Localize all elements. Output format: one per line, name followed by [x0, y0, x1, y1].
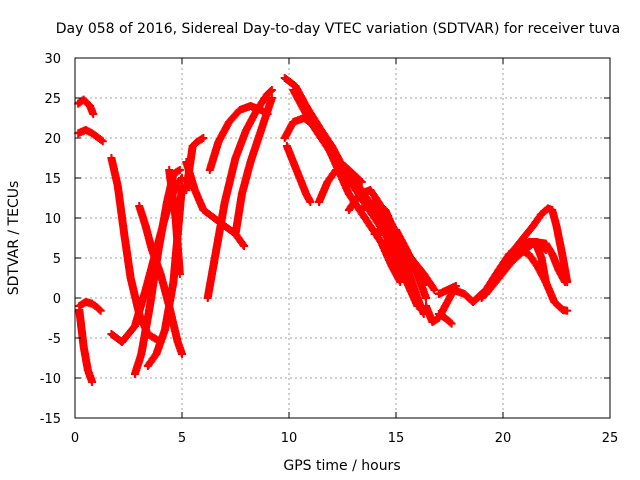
series-arc04 — [75, 306, 97, 386]
y-tick-label: -10 — [40, 372, 61, 387]
data-point-markers — [315, 162, 366, 206]
y-tick-label: 25 — [44, 92, 61, 107]
series-arc32 — [509, 238, 550, 286]
series-arc15 — [231, 94, 276, 238]
y-tick-label: 20 — [44, 132, 61, 147]
data-point-markers — [374, 222, 439, 294]
y-tick-label: 5 — [53, 252, 61, 267]
series-arc14 — [205, 102, 272, 174]
x-tick-label: 15 — [388, 431, 405, 446]
y-tick-label: 10 — [44, 212, 61, 227]
x-tick-label: 20 — [495, 431, 512, 446]
y-tick-label: 15 — [44, 172, 61, 187]
data-point-markers — [165, 166, 184, 278]
data-point-markers — [282, 142, 315, 206]
series-arc26 — [434, 310, 456, 328]
y-tick-label: 30 — [44, 52, 61, 67]
y-axis-label: SDTVAR / TECUs — [6, 181, 22, 296]
series-arc27 — [434, 282, 460, 298]
series-arc01 — [74, 95, 98, 118]
series-arc17 — [280, 114, 405, 286]
series-arc20 — [315, 162, 366, 206]
y-tick-labels: -15 -10 -5 0 5 10 15 20 25 30 — [40, 52, 61, 427]
y-tick-label: 0 — [53, 292, 61, 307]
data-point-markers — [74, 95, 98, 118]
x-tick-labels: 0 5 10 15 20 25 — [71, 431, 618, 446]
x-axis-label: GPS time / hours — [283, 458, 400, 474]
x-tick-label: 25 — [602, 431, 619, 446]
data-point-markers — [74, 126, 107, 146]
x-tick-label: 0 — [71, 431, 79, 446]
data-point-markers — [280, 114, 405, 286]
data-point-markers — [422, 286, 486, 326]
grid-layer — [75, 58, 610, 418]
data-layer — [74, 74, 572, 386]
data-point-markers — [434, 282, 460, 298]
series-arc10 — [165, 166, 184, 278]
data-point-markers — [205, 102, 272, 174]
y-tick-label: -5 — [48, 332, 61, 347]
series-arc02 — [74, 126, 107, 146]
data-point-markers — [509, 238, 550, 286]
data-point-markers — [75, 306, 97, 386]
series-arc24 — [374, 222, 439, 294]
plot-frame — [74, 57, 611, 419]
chart-title: Day 058 of 2016, Sidereal Day-to-day VTE… — [56, 21, 620, 37]
data-point-markers — [231, 94, 276, 238]
series-arc25 — [422, 286, 486, 326]
series-arc18 — [282, 142, 315, 206]
tick-layer — [74, 57, 611, 419]
x-tick-label: 10 — [281, 431, 298, 446]
y-tick-label: -15 — [40, 412, 61, 427]
data-point-markers — [434, 310, 456, 328]
x-tick-label: 5 — [178, 431, 186, 446]
